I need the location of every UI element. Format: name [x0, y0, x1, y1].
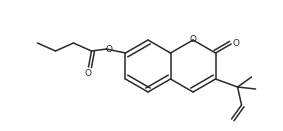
- Text: O: O: [233, 40, 240, 48]
- Text: O: O: [106, 45, 113, 53]
- Text: O: O: [85, 69, 92, 78]
- Text: O: O: [190, 36, 196, 45]
